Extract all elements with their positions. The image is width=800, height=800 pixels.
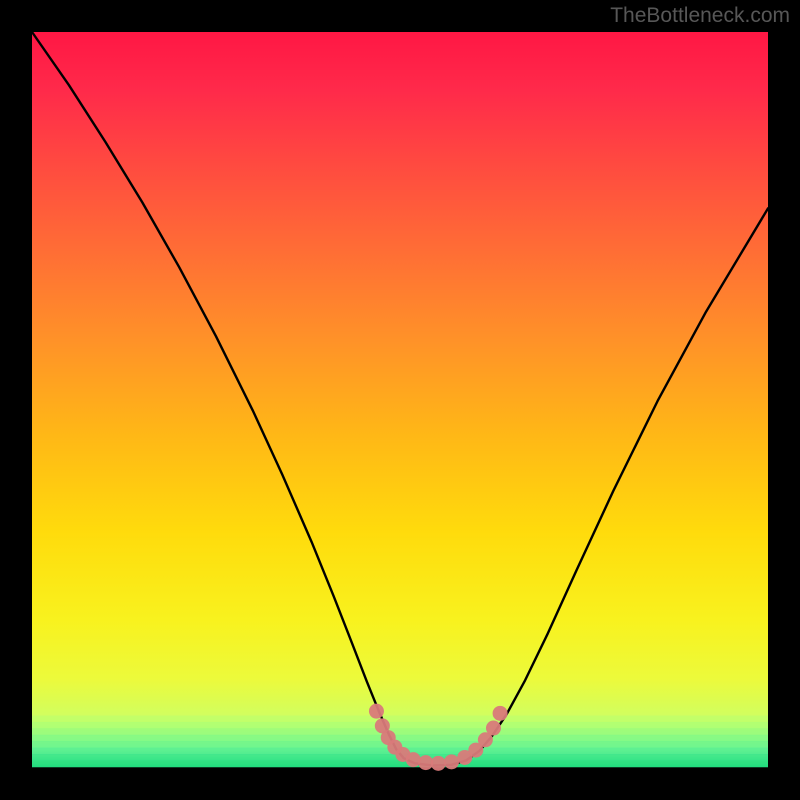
marker-dot: [369, 704, 384, 719]
marker-dot: [493, 706, 508, 721]
marker-dot: [486, 721, 501, 736]
marker-dot: [444, 754, 459, 769]
chart-plot: [0, 0, 800, 800]
marker-dot: [406, 752, 421, 767]
watermark-text: TheBottleneck.com: [610, 4, 790, 28]
marker-dot: [431, 756, 446, 771]
